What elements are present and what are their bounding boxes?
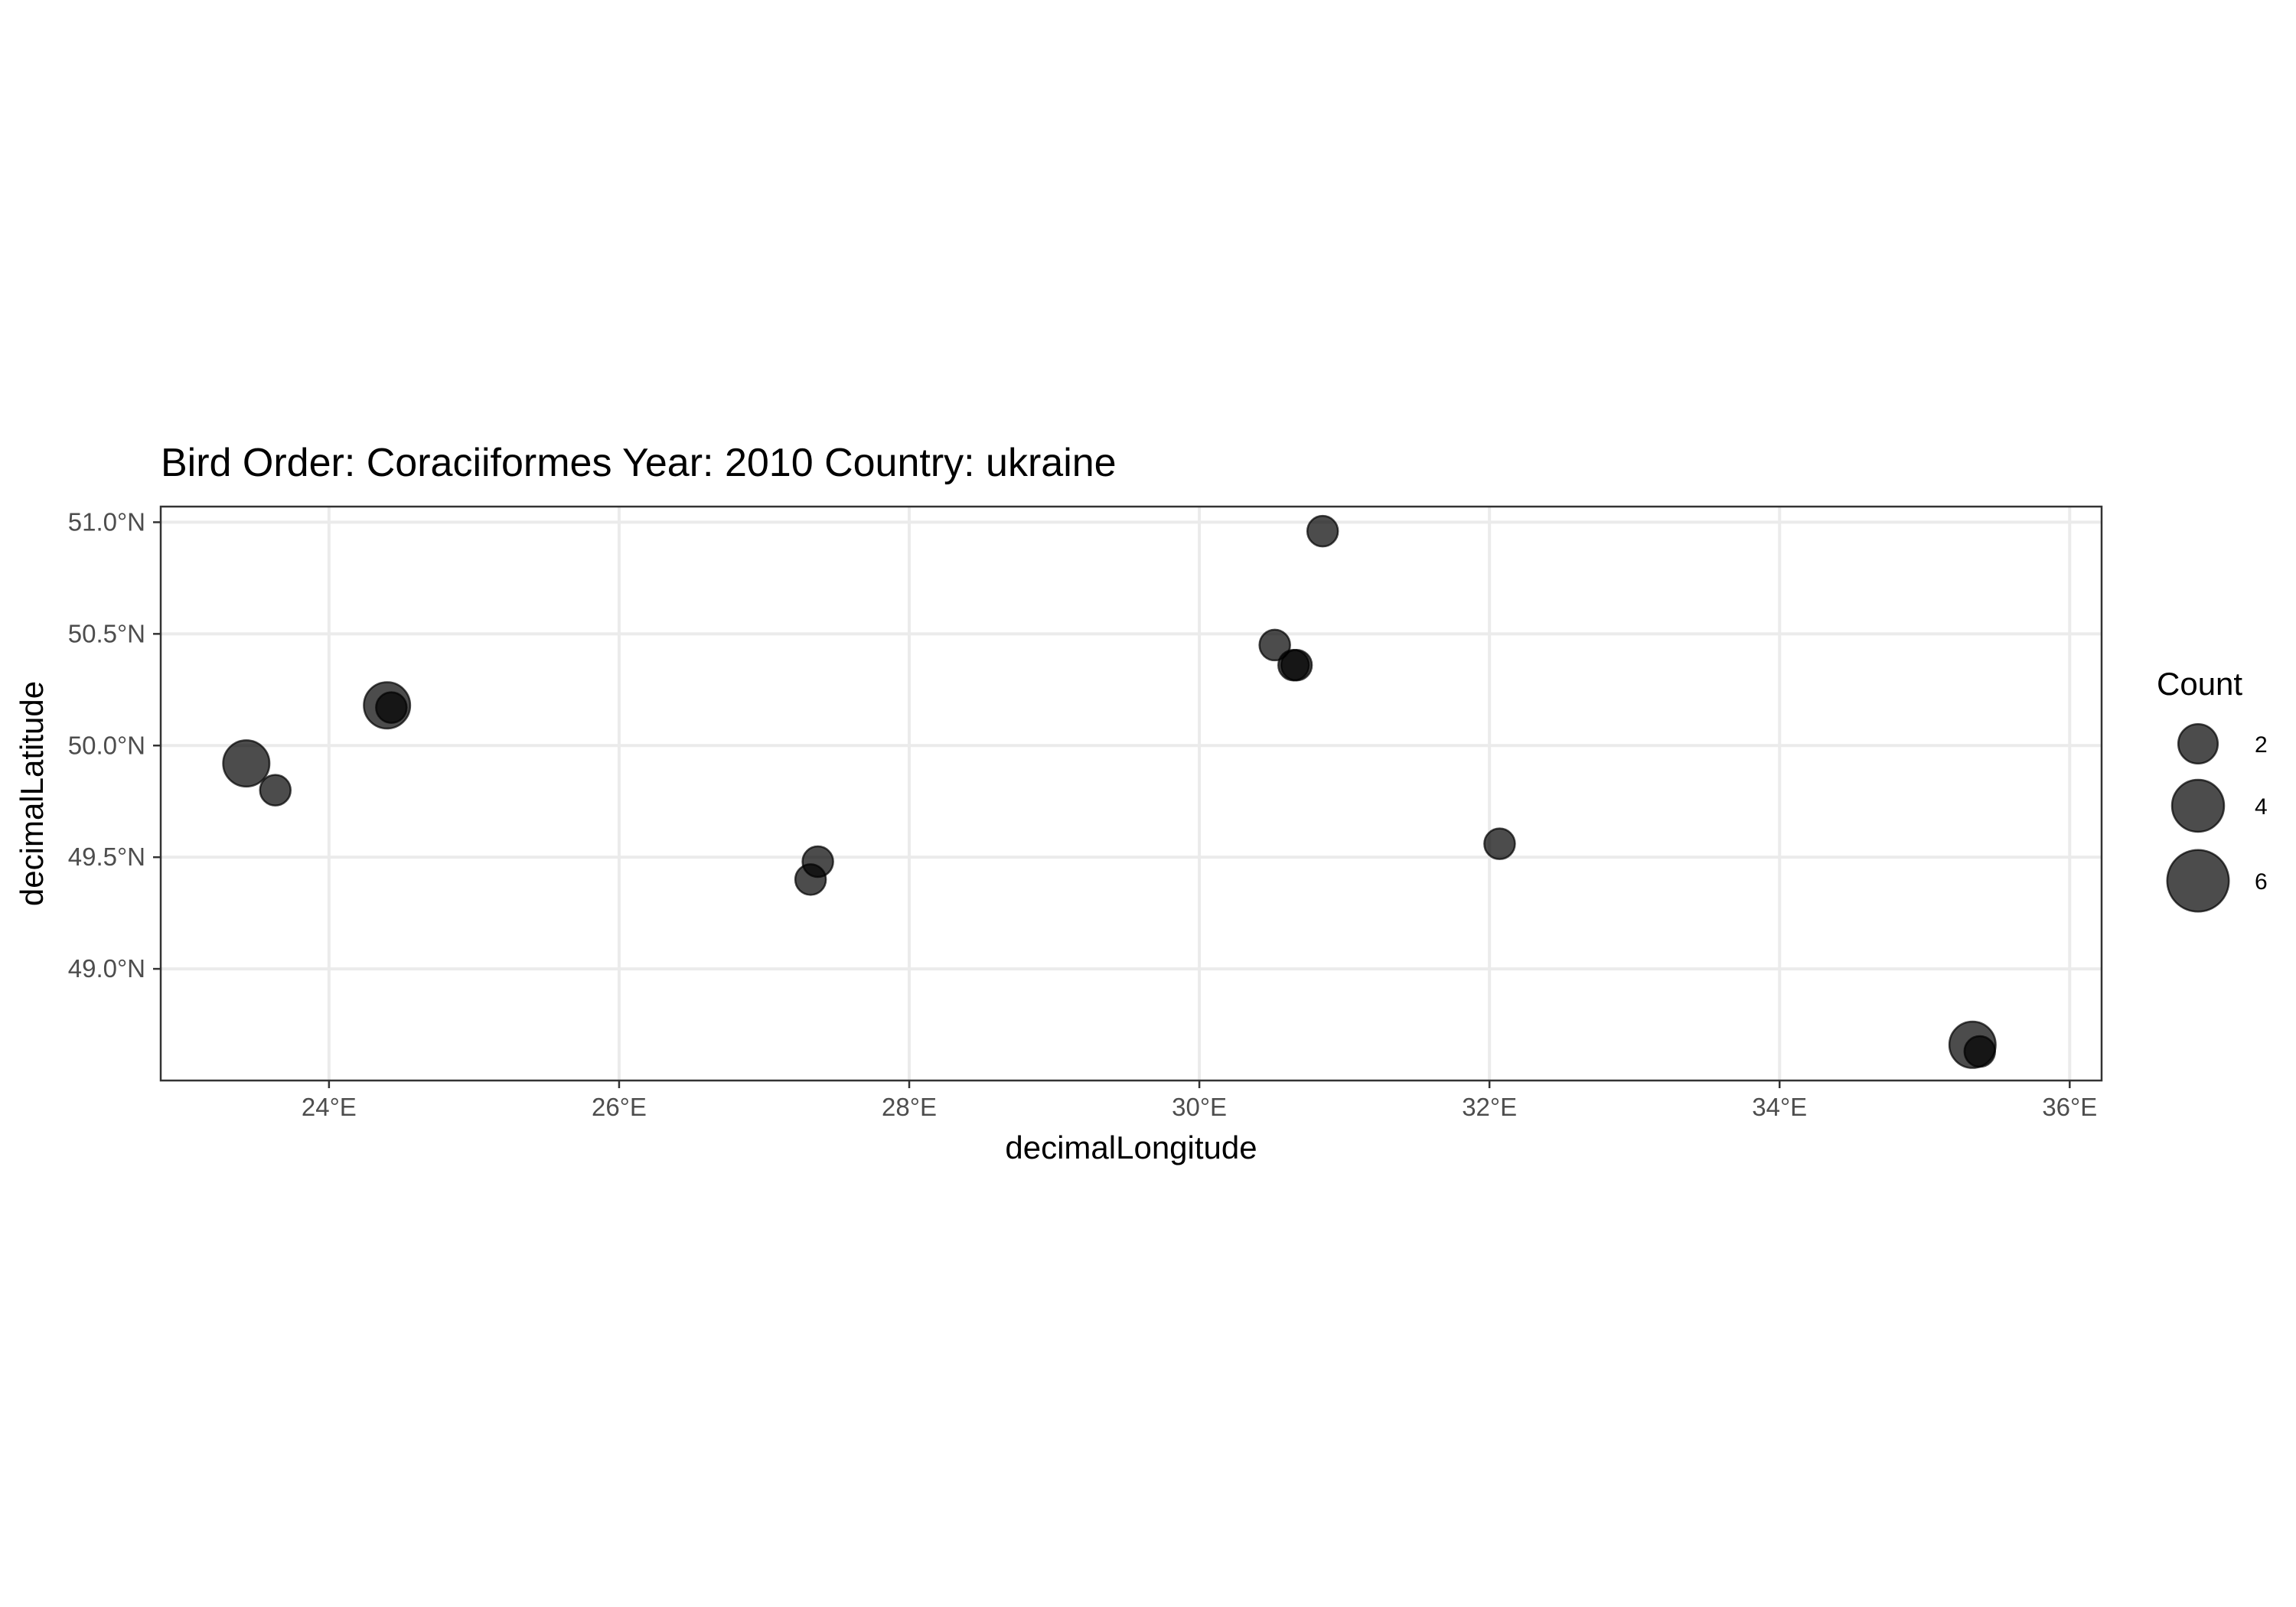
data-point bbox=[1258, 628, 1291, 662]
y-tick-label: 49.5°N bbox=[68, 843, 145, 871]
y-tick-label: 49.0°N bbox=[68, 954, 145, 983]
legend-key bbox=[2166, 849, 2230, 913]
legend-title: Count bbox=[2157, 666, 2242, 702]
legend-key bbox=[2170, 778, 2226, 833]
x-tick-label: 36°E bbox=[2042, 1093, 2097, 1121]
y-axis: 49.0°N 49.5°N 50.0°N 50.5°N 51.0°N bbox=[68, 507, 161, 983]
data-point bbox=[222, 739, 271, 788]
grid bbox=[161, 507, 2102, 1081]
y-tick-label: 50.0°N bbox=[68, 731, 145, 759]
y-tick-label: 50.5°N bbox=[68, 619, 145, 647]
data-point bbox=[1483, 827, 1516, 860]
legend-key bbox=[2177, 722, 2219, 765]
data-points bbox=[222, 514, 1997, 1069]
data-point bbox=[375, 691, 408, 724]
chart-title: Bird Order: Coraciiformes Year: 2010 Cou… bbox=[161, 441, 1117, 485]
y-tick-label: 51.0°N bbox=[68, 507, 145, 536]
legend-label: 2 bbox=[2255, 732, 2268, 758]
data-point bbox=[801, 845, 834, 878]
legend-label: 4 bbox=[2255, 794, 2268, 820]
data-point bbox=[259, 774, 292, 807]
legend: Count 2 4 6 bbox=[2157, 666, 2268, 913]
x-axis-title: decimalLongitude bbox=[1005, 1129, 1257, 1165]
x-axis: 24°E 26°E 28°E 30°E 32°E 34°E 36°E bbox=[302, 1081, 2097, 1121]
legend-label: 6 bbox=[2255, 869, 2268, 895]
data-point bbox=[1306, 514, 1339, 548]
data-point bbox=[1963, 1035, 1997, 1068]
x-tick-label: 32°E bbox=[1462, 1093, 1517, 1121]
x-tick-label: 28°E bbox=[882, 1093, 937, 1121]
x-tick-label: 34°E bbox=[1752, 1093, 1807, 1121]
data-point bbox=[1280, 648, 1313, 682]
plot-panel bbox=[159, 505, 2103, 1082]
x-tick-label: 24°E bbox=[302, 1093, 357, 1121]
y-axis-title: decimalLatitude bbox=[14, 681, 50, 906]
x-tick-label: 26°E bbox=[592, 1093, 647, 1121]
x-tick-label: 30°E bbox=[1172, 1093, 1227, 1121]
